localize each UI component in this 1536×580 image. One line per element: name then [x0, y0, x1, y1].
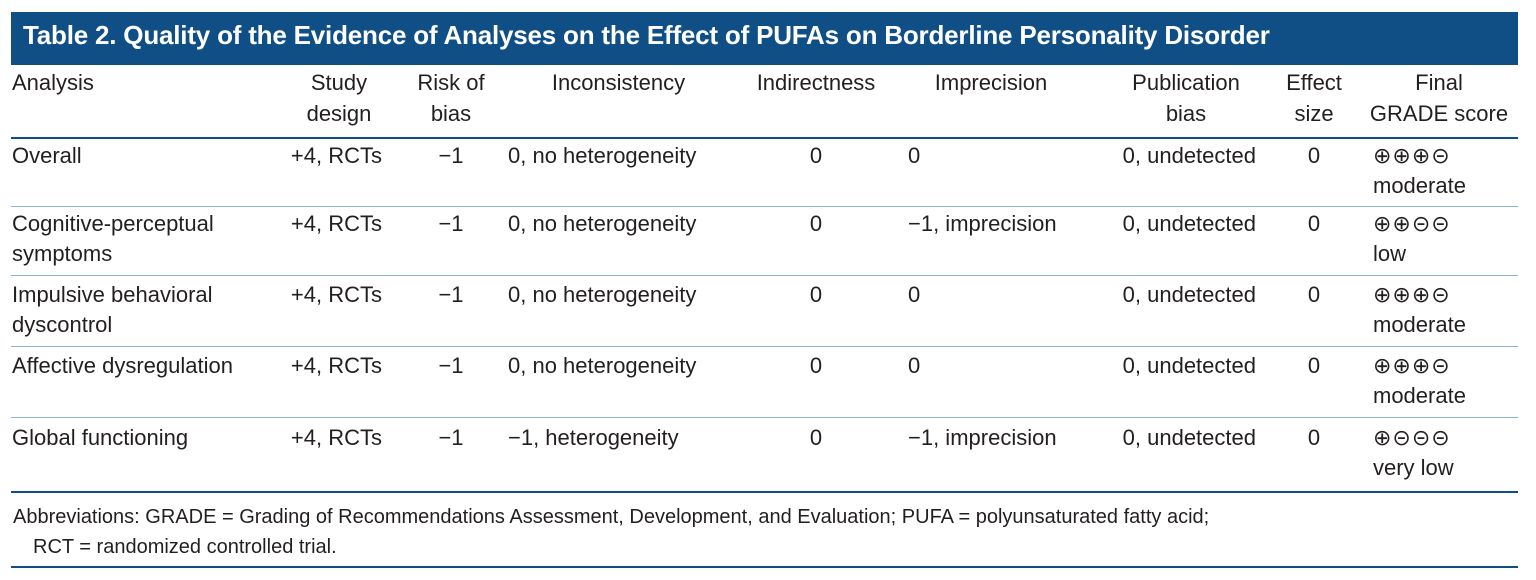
cell-inconsistency: −1, heterogeneity: [508, 425, 679, 450]
header-imprecision: Imprecision: [934, 70, 1048, 95]
cell-publication-bias: 0, undetected: [1122, 282, 1256, 307]
bottom-divider: [11, 566, 1518, 568]
cell-publication-bias: 0, undetected: [1122, 425, 1256, 450]
cell-imprecision: 0: [908, 143, 921, 168]
cell-effect-size: 0: [1307, 282, 1321, 307]
header-publication-bias: Publication bias: [1132, 70, 1240, 126]
cell-risk-of-bias: −1: [438, 425, 464, 450]
cell-indirectness: 0: [809, 211, 823, 236]
cell-analysis: Overall: [12, 143, 82, 168]
cell-publication-bias: 0, undetected: [1122, 353, 1256, 378]
header-risk-of-bias: Risk of bias: [417, 70, 485, 126]
header-study-design: Study design: [306, 70, 372, 126]
grade-symbols: ⊕⊕⊝⊝: [1373, 211, 1451, 236]
table-footnote: Abbreviations: GRADE = Grading of Recomm…: [13, 502, 1513, 562]
cell-effect-size: 0: [1307, 143, 1321, 168]
cell-inconsistency: 0, no heterogeneity: [508, 143, 697, 168]
grade-label: low: [1373, 241, 1407, 266]
cell-study-design: +4, RCTs: [290, 282, 382, 307]
grade-label: moderate: [1373, 383, 1466, 408]
cell-risk-of-bias: −1: [438, 211, 464, 236]
cell-imprecision: 0: [908, 282, 921, 307]
cell-analysis: Cognitive-perceptual symptoms: [12, 211, 214, 266]
grade-label: moderate: [1373, 312, 1466, 337]
grade-symbols: ⊕⊕⊕⊝: [1373, 353, 1451, 378]
cell-final-grade: ⊕⊕⊕⊝ moderate: [1373, 141, 1466, 201]
table-row: Cognitive-perceptual symptoms +4, RCTs −1…: [11, 207, 1518, 276]
cell-final-grade: ⊕⊝⊝⊝ very low: [1373, 423, 1454, 483]
header-effect-size: Effect size: [1286, 70, 1342, 126]
cell-risk-of-bias: −1: [438, 353, 464, 378]
cell-indirectness: 0: [809, 353, 823, 378]
cell-indirectness: 0: [809, 425, 823, 450]
cell-study-design: +4, RCTs: [290, 425, 382, 450]
cell-study-design: +4, RCTs: [290, 211, 382, 236]
header-inconsistency: Inconsistency: [551, 70, 686, 95]
table-header-row: Analysis Study design Risk of bias Inconsi…: [11, 65, 1518, 139]
cell-effect-size: 0: [1307, 425, 1321, 450]
header-indirectness: Indirectness: [756, 70, 876, 95]
table-row: Global functioning +4, RCTs −1 −1, heter…: [11, 418, 1518, 493]
grade-symbols: ⊕⊕⊕⊝: [1373, 143, 1451, 168]
table-title: Table 2. Quality of the Evidence of Anal…: [23, 20, 1270, 50]
cell-indirectness: 0: [809, 282, 823, 307]
footnote-line-1: Abbreviations: GRADE = Grading of Recomm…: [13, 506, 1210, 528]
cell-risk-of-bias: −1: [438, 143, 464, 168]
cell-imprecision: −1, imprecision: [908, 211, 1057, 236]
cell-final-grade: ⊕⊕⊕⊝ moderate: [1373, 351, 1466, 411]
table-row: Affective dysregulation +4, RCTs −1 0, n…: [11, 347, 1518, 418]
cell-inconsistency: 0, no heterogeneity: [508, 353, 697, 378]
cell-study-design: +4, RCTs: [290, 353, 382, 378]
cell-inconsistency: 0, no heterogeneity: [508, 282, 697, 307]
cell-publication-bias: 0, undetected: [1122, 211, 1256, 236]
cell-effect-size: 0: [1307, 211, 1321, 236]
cell-study-design: +4, RCTs: [290, 143, 382, 168]
cell-final-grade: ⊕⊕⊕⊝ moderate: [1373, 280, 1466, 340]
cell-risk-of-bias: −1: [438, 282, 464, 307]
cell-imprecision: −1, imprecision: [908, 425, 1057, 450]
cell-inconsistency: 0, no heterogeneity: [508, 211, 697, 236]
cell-analysis: Global functioning: [12, 425, 189, 450]
cell-indirectness: 0: [809, 143, 823, 168]
grade-label: moderate: [1373, 173, 1466, 198]
cell-imprecision: 0: [908, 353, 921, 378]
cell-final-grade: ⊕⊕⊝⊝ low: [1373, 209, 1451, 269]
cell-analysis: Impulsive behavioral dyscontrol: [12, 282, 213, 337]
grade-symbols: ⊕⊝⊝⊝: [1373, 425, 1451, 450]
footnote-line-2: RCT = randomized controlled trial.: [33, 536, 337, 558]
table-row: Overall +4, RCTs −1 0, no heterogeneity …: [11, 139, 1518, 207]
grade-label: very low: [1373, 455, 1454, 480]
table-row: Impulsive behavioral dyscontrol +4, RCTs …: [11, 276, 1518, 347]
cell-analysis: Affective dysregulation: [12, 353, 233, 378]
grade-symbols: ⊕⊕⊕⊝: [1373, 282, 1451, 307]
cell-publication-bias: 0, undetected: [1122, 143, 1256, 168]
cell-effect-size: 0: [1307, 353, 1321, 378]
header-analysis: Analysis: [12, 70, 94, 95]
table-title-bar: Table 2. Quality of the Evidence of Anal…: [11, 12, 1518, 65]
header-final-grade: Final GRADE score: [1369, 70, 1509, 126]
